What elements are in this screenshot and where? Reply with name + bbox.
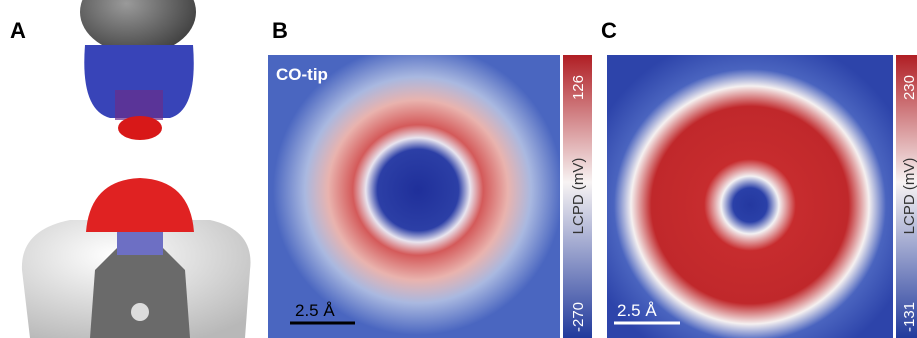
colorbar-max: 230	[901, 75, 917, 100]
colorbar-title: LCPD (mV)	[570, 158, 587, 235]
panel-label: B	[272, 18, 288, 43]
colorbar-title: LCPD (mV)	[901, 158, 917, 235]
panel-a-render	[21, 0, 251, 338]
scale-bar-label: 2.5 Å	[295, 301, 335, 320]
colorbar-min: -270	[570, 302, 587, 332]
tip-label: CO-tip	[276, 65, 328, 84]
colorbar	[563, 55, 592, 338]
colorbar-max: 126	[570, 75, 587, 100]
scale-bar-label: 2.5 Å	[617, 301, 657, 320]
panel-label: A	[10, 18, 26, 43]
lcpd-map-experiment	[268, 55, 560, 338]
colorbar	[896, 55, 917, 338]
colorbar-min: -131	[901, 302, 917, 332]
panel-label: C	[601, 18, 617, 43]
lcpd-map-simulation	[607, 55, 893, 338]
